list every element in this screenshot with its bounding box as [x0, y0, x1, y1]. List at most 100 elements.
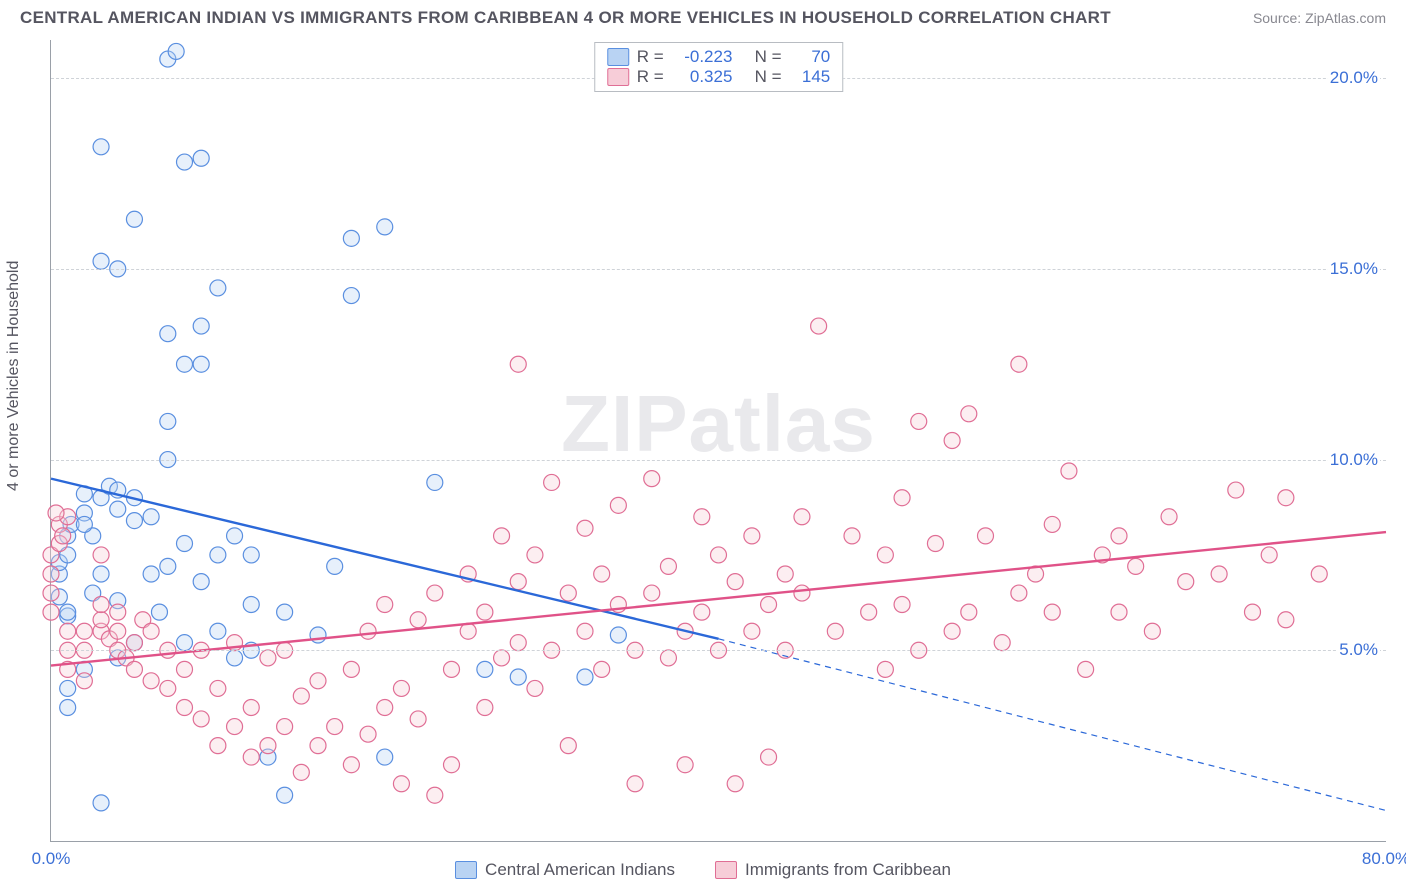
title-bar: CENTRAL AMERICAN INDIAN VS IMMIGRANTS FR… — [0, 0, 1406, 32]
scatter-point — [894, 597, 910, 613]
chart-plot-area: ZIPatlas R = -0.223 N = 70R = 0.325 N = … — [50, 40, 1386, 842]
scatter-point — [93, 612, 109, 628]
scatter-point — [43, 585, 59, 601]
chart-title: CENTRAL AMERICAN INDIAN VS IMMIGRANTS FR… — [20, 8, 1111, 28]
scatter-point — [944, 623, 960, 639]
scatter-point — [76, 673, 92, 689]
scatter-point — [177, 635, 193, 651]
scatter-point — [110, 501, 126, 517]
scatter-point — [293, 688, 309, 704]
legend-n-label: N = — [740, 47, 786, 67]
scatter-point — [994, 635, 1010, 651]
scatter-point — [43, 566, 59, 582]
scatter-point — [577, 669, 593, 685]
scatter-point — [477, 604, 493, 620]
scatter-point — [126, 635, 142, 651]
legend-n-label: N = — [740, 67, 786, 87]
scatter-point — [761, 597, 777, 613]
scatter-point — [260, 738, 276, 754]
scatter-point — [477, 700, 493, 716]
scatter-point — [93, 795, 109, 811]
scatter-point — [377, 597, 393, 613]
scatter-point — [160, 413, 176, 429]
legend-item: Immigrants from Caribbean — [715, 860, 951, 880]
legend-r-value: 0.325 — [676, 67, 732, 87]
scatter-point — [1161, 509, 1177, 525]
scatter-point — [93, 597, 109, 613]
scatter-point — [510, 356, 526, 372]
scatter-point — [110, 604, 126, 620]
scatter-point — [343, 661, 359, 677]
scatter-point — [93, 139, 109, 155]
scatter-point — [143, 673, 159, 689]
scatter-point — [227, 650, 243, 666]
scatter-point — [210, 680, 226, 696]
scatter-point — [1261, 547, 1277, 563]
scatter-point — [210, 738, 226, 754]
scatter-point — [177, 661, 193, 677]
scatter-point — [877, 661, 893, 677]
y-tick-label: 20.0% — [1328, 68, 1380, 88]
scatter-point — [60, 604, 76, 620]
scatter-point — [494, 528, 510, 544]
scatter-point — [360, 726, 376, 742]
scatter-point — [410, 711, 426, 727]
scatter-point — [1245, 604, 1261, 620]
scatter-point — [243, 547, 259, 563]
scatter-point — [60, 680, 76, 696]
legend-n-value: 145 — [794, 67, 830, 87]
scatter-point — [76, 623, 92, 639]
scatter-point — [827, 623, 843, 639]
scatter-point — [277, 787, 293, 803]
scatter-point — [327, 719, 343, 735]
y-tick-label: 5.0% — [1337, 640, 1380, 660]
scatter-point — [894, 490, 910, 506]
scatter-point — [727, 574, 743, 590]
scatter-point — [310, 738, 326, 754]
legend-n-value: 70 — [794, 47, 830, 67]
scatter-point — [277, 604, 293, 620]
scatter-point — [210, 623, 226, 639]
scatter-point — [610, 627, 626, 643]
scatter-point — [1278, 490, 1294, 506]
scatter-point — [1044, 516, 1060, 532]
scatter-point — [444, 661, 460, 677]
scatter-point — [143, 623, 159, 639]
scatter-point — [560, 585, 576, 601]
scatter-point — [393, 680, 409, 696]
scatter-point — [93, 566, 109, 582]
scatter-point — [1111, 528, 1127, 544]
scatter-point — [393, 776, 409, 792]
scatter-point — [1228, 482, 1244, 498]
scatter-point — [60, 700, 76, 716]
scatter-point — [1278, 612, 1294, 628]
legend-r-label: R = — [637, 67, 669, 87]
y-axis-label: 4 or more Vehicles in Household — [5, 260, 23, 490]
scatter-point — [193, 356, 209, 372]
scatter-svg — [51, 40, 1386, 841]
scatter-point — [510, 635, 526, 651]
scatter-point — [293, 764, 309, 780]
legend-row: R = -0.223 N = 70 — [607, 47, 830, 67]
scatter-point — [644, 585, 660, 601]
scatter-point — [126, 211, 142, 227]
scatter-point — [978, 528, 994, 544]
scatter-point — [43, 604, 59, 620]
scatter-point — [711, 547, 727, 563]
scatter-point — [1011, 585, 1027, 601]
scatter-point — [844, 528, 860, 544]
scatter-point — [143, 566, 159, 582]
scatter-point — [193, 318, 209, 334]
scatter-point — [227, 528, 243, 544]
scatter-point — [777, 566, 793, 582]
scatter-point — [560, 738, 576, 754]
gridline — [51, 460, 1386, 461]
scatter-point — [694, 509, 710, 525]
scatter-point — [377, 749, 393, 765]
scatter-point — [527, 680, 543, 696]
scatter-point — [177, 356, 193, 372]
scatter-point — [55, 528, 71, 544]
scatter-point — [644, 471, 660, 487]
scatter-point — [260, 650, 276, 666]
scatter-point — [1178, 574, 1194, 590]
